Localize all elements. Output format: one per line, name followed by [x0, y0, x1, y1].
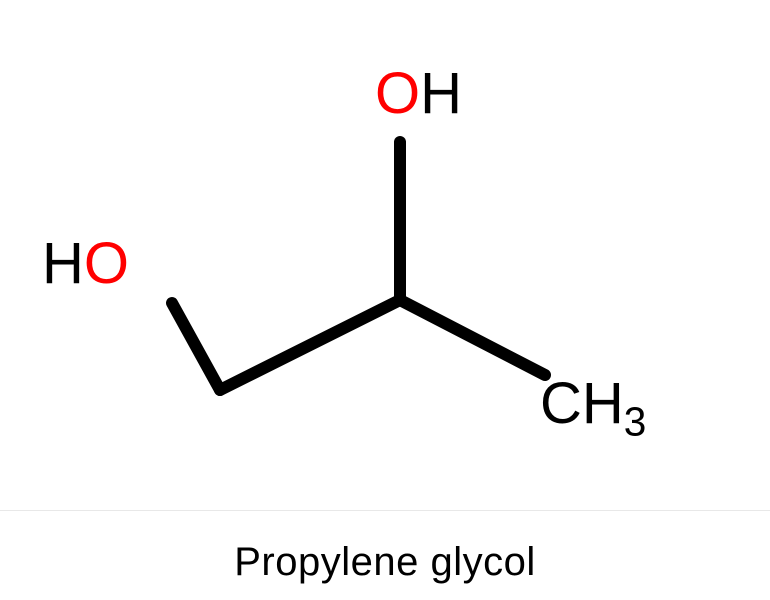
atom-glyph: H [42, 231, 84, 296]
atom-glyph: O [375, 61, 420, 126]
caption-divider [0, 510, 770, 511]
bond-line [172, 303, 220, 390]
atom-label-ho-left: HO [42, 230, 129, 297]
atom-glyph: 3 [624, 399, 647, 445]
atom-label-ch3-right: CH3 [540, 370, 646, 437]
atom-glyph: O [84, 231, 129, 296]
atom-glyph: H [582, 371, 624, 436]
atom-glyph: H [420, 61, 462, 126]
bond-line [400, 300, 545, 375]
molecule-caption: Propylene glycol [0, 540, 770, 585]
atom-glyph: C [540, 371, 582, 436]
bond-line [220, 300, 400, 390]
atom-label-oh-top: OH [375, 60, 462, 127]
